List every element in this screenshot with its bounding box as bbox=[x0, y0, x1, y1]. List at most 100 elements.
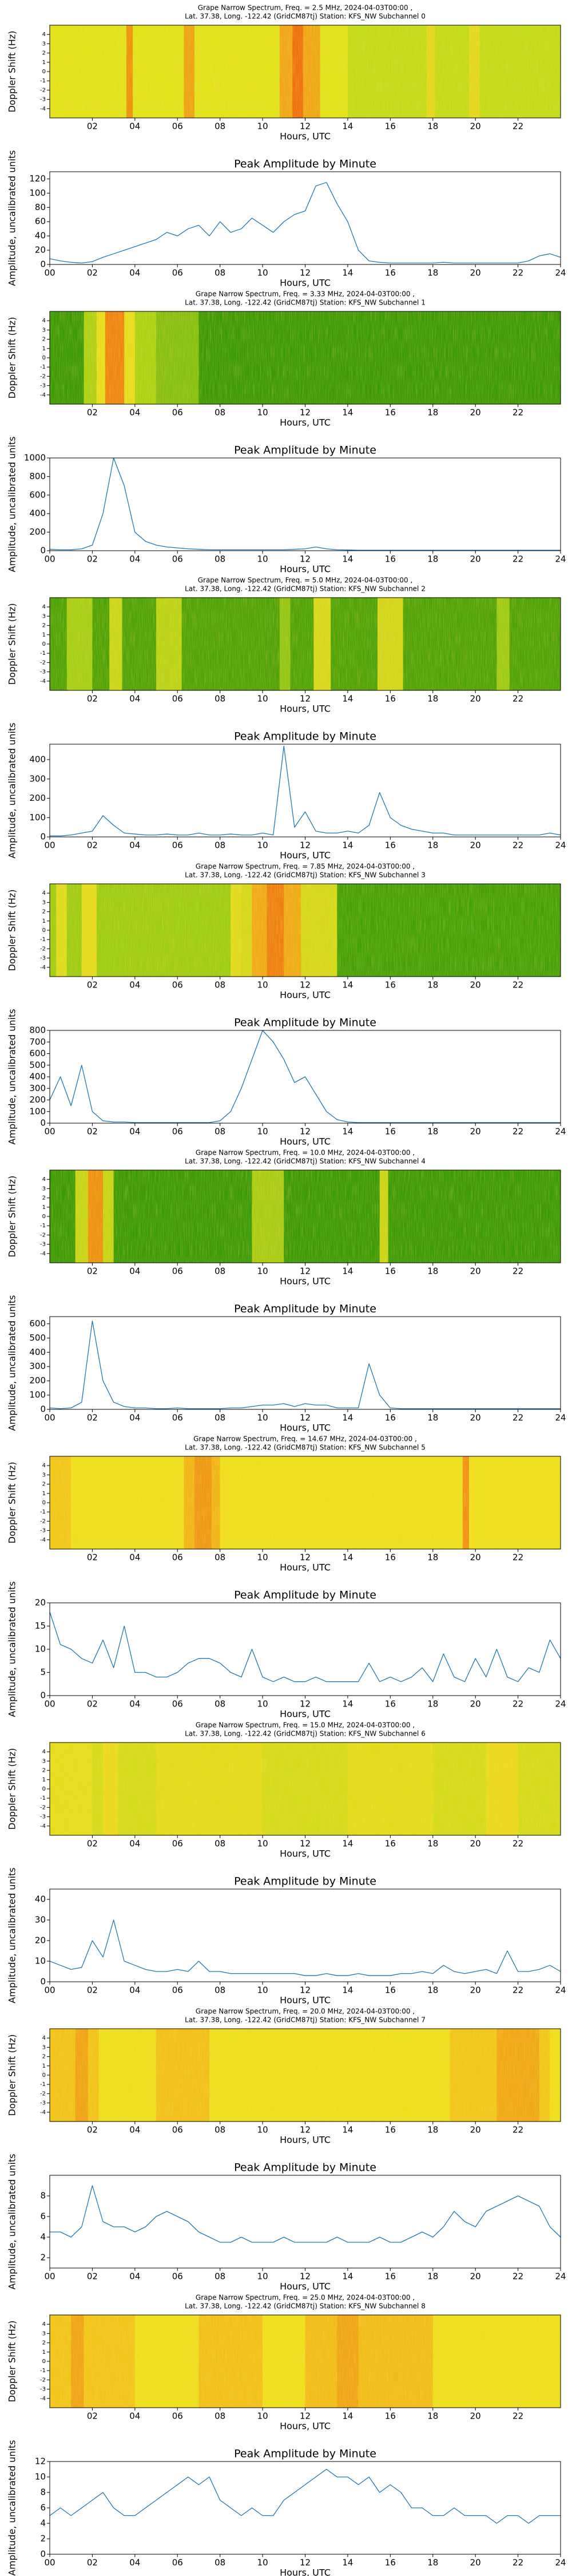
x-axis-label: Hours, UTC bbox=[280, 1995, 331, 2006]
x-tick-label: 18 bbox=[427, 121, 438, 132]
x-tick-label: 06 bbox=[172, 121, 183, 132]
y-tick-label: 4 bbox=[42, 1176, 46, 1183]
y-tick-label: 2 bbox=[42, 1481, 46, 1488]
x-tick-label: 24 bbox=[555, 1699, 566, 1709]
y-tick-label: -4 bbox=[40, 2109, 46, 2116]
x-tick-label: 14 bbox=[342, 408, 353, 418]
y-axis-label: Amplitude, uncalibrated units bbox=[7, 150, 18, 286]
x-tick-label: 12 bbox=[300, 2125, 311, 2135]
chart-subtitle: Lat. 37.38, Long. -122.42 (GridCM87tj) S… bbox=[185, 13, 426, 21]
x-tick-label: 10 bbox=[257, 1985, 268, 1996]
x-tick-label: 08 bbox=[214, 1127, 225, 1137]
x-tick-label: 14 bbox=[342, 980, 353, 990]
x-tick-label: 04 bbox=[129, 1413, 140, 1423]
y-tick-label: 200 bbox=[29, 1095, 46, 1105]
x-tick-label: 02 bbox=[87, 2558, 98, 2568]
chart-title: Grape Narrow Spectrum, Freq. = 15.0 MHz,… bbox=[196, 1721, 415, 1729]
x-tick-label: 08 bbox=[214, 2411, 225, 2421]
x-tick-label: 00 bbox=[44, 1699, 55, 1709]
x-tick-label: 12 bbox=[300, 2271, 311, 2282]
x-tick-label: 16 bbox=[385, 1985, 396, 1996]
y-tick-label: 12 bbox=[35, 2456, 46, 2467]
y-tick-label: -2 bbox=[40, 1232, 46, 1238]
data-line bbox=[49, 1919, 561, 1976]
y-tick-label: 600 bbox=[29, 489, 46, 500]
plot-frame bbox=[49, 1030, 561, 1124]
x-tick-label: 22 bbox=[513, 1699, 523, 1709]
x-axis-label: Hours, UTC bbox=[280, 2421, 331, 2432]
chart-title: Grape Narrow Spectrum, Freq. = 5.0 MHz, … bbox=[198, 576, 413, 584]
x-tick-label: 12 bbox=[300, 2411, 311, 2421]
y-tick-label: -3 bbox=[40, 955, 46, 962]
x-tick-label: 06 bbox=[172, 408, 183, 418]
x-axis-label: Hours, UTC bbox=[280, 990, 331, 1001]
x-tick-label: 12 bbox=[300, 1985, 311, 1996]
data-line bbox=[49, 1320, 561, 1409]
x-axis-label: Hours, UTC bbox=[280, 417, 331, 428]
x-tick-label: 06 bbox=[172, 840, 183, 851]
plot-frame bbox=[49, 1316, 561, 1410]
x-tick-label: 10 bbox=[257, 2558, 268, 2568]
x-tick-label: 08 bbox=[214, 1552, 225, 1563]
y-tick-label: 300 bbox=[29, 773, 46, 784]
y-tick-label: 1 bbox=[42, 2063, 46, 2069]
x-tick-label: 14 bbox=[342, 2271, 353, 2282]
x-tick-label: 10 bbox=[257, 554, 268, 564]
chart-title: Grape Narrow Spectrum, Freq. = 7.85 MHz,… bbox=[196, 863, 415, 871]
x-tick-label: 08 bbox=[214, 2125, 225, 2135]
y-axis-label: Doppler Shift (Hz) bbox=[7, 1462, 18, 1544]
y-tick-label: 2 bbox=[42, 2340, 46, 2346]
x-tick-label: 06 bbox=[172, 1127, 183, 1137]
y-tick-label: 1 bbox=[42, 2349, 46, 2356]
x-tick-label: 04 bbox=[129, 1985, 140, 1996]
x-tick-label: 02 bbox=[87, 2125, 98, 2135]
y-tick-label: 1 bbox=[42, 346, 46, 352]
y-tick-label: 2 bbox=[42, 2054, 46, 2060]
y-tick-label: 3 bbox=[42, 1472, 46, 1478]
plot-frame bbox=[49, 171, 561, 265]
y-tick-label: 80 bbox=[35, 202, 46, 212]
y-tick-label: 40 bbox=[35, 231, 46, 241]
x-tick-label: 16 bbox=[385, 1127, 396, 1137]
x-tick-label: 00 bbox=[44, 1985, 55, 1996]
x-tick-label: 10 bbox=[257, 268, 268, 278]
y-tick-label: -3 bbox=[40, 1242, 46, 1248]
y-tick-label: 15 bbox=[35, 1621, 46, 1631]
x-tick-label: 12 bbox=[300, 268, 311, 278]
chart-title: Grape Narrow Spectrum, Freq. = 20.0 MHz,… bbox=[196, 2008, 415, 2016]
x-tick-label: 14 bbox=[342, 1699, 353, 1709]
x-tick-label: 08 bbox=[214, 2558, 225, 2568]
y-tick-label: 0 bbox=[42, 1214, 46, 1220]
x-tick-label: 06 bbox=[172, 268, 183, 278]
y-tick-label: 0 bbox=[40, 832, 46, 842]
x-tick-label: 16 bbox=[385, 1839, 396, 1849]
plot-frame bbox=[49, 2175, 561, 2269]
x-tick-label: 22 bbox=[513, 2271, 523, 2282]
x-tick-label: 10 bbox=[257, 2271, 268, 2282]
x-tick-label: 12 bbox=[300, 2558, 311, 2568]
x-tick-label: 20 bbox=[470, 1839, 481, 1849]
y-tick-label: -1 bbox=[40, 2368, 46, 2374]
x-axis-label: Hours, UTC bbox=[280, 850, 331, 861]
y-tick-label: 400 bbox=[29, 1347, 46, 1357]
x-tick-label: 12 bbox=[300, 1552, 311, 1563]
y-axis-label: Amplitude, uncalibrated units bbox=[7, 2440, 18, 2575]
plot-frame bbox=[49, 1602, 561, 1696]
chart-subtitle: Lat. 37.38, Long. -122.42 (GridCM87tj) S… bbox=[185, 2016, 426, 2024]
x-tick-label: 04 bbox=[129, 2558, 140, 2568]
x-tick-label: 08 bbox=[214, 121, 225, 132]
y-tick-label: 400 bbox=[29, 508, 46, 519]
x-tick-label: 06 bbox=[172, 980, 183, 990]
x-tick-label: 12 bbox=[300, 408, 311, 418]
x-tick-label: 06 bbox=[172, 2411, 183, 2421]
x-tick-label: 22 bbox=[513, 1552, 523, 1563]
x-tick-label: 10 bbox=[257, 2411, 268, 2421]
data-line bbox=[49, 182, 561, 264]
x-tick-label: 22 bbox=[513, 554, 523, 564]
x-tick-label: 10 bbox=[257, 408, 268, 418]
x-tick-label: 18 bbox=[427, 2411, 438, 2421]
x-tick-label: 06 bbox=[172, 2558, 183, 2568]
x-tick-label: 20 bbox=[470, 1127, 481, 1137]
y-tick-label: 0 bbox=[40, 546, 46, 556]
y-tick-label: 100 bbox=[29, 1390, 46, 1400]
